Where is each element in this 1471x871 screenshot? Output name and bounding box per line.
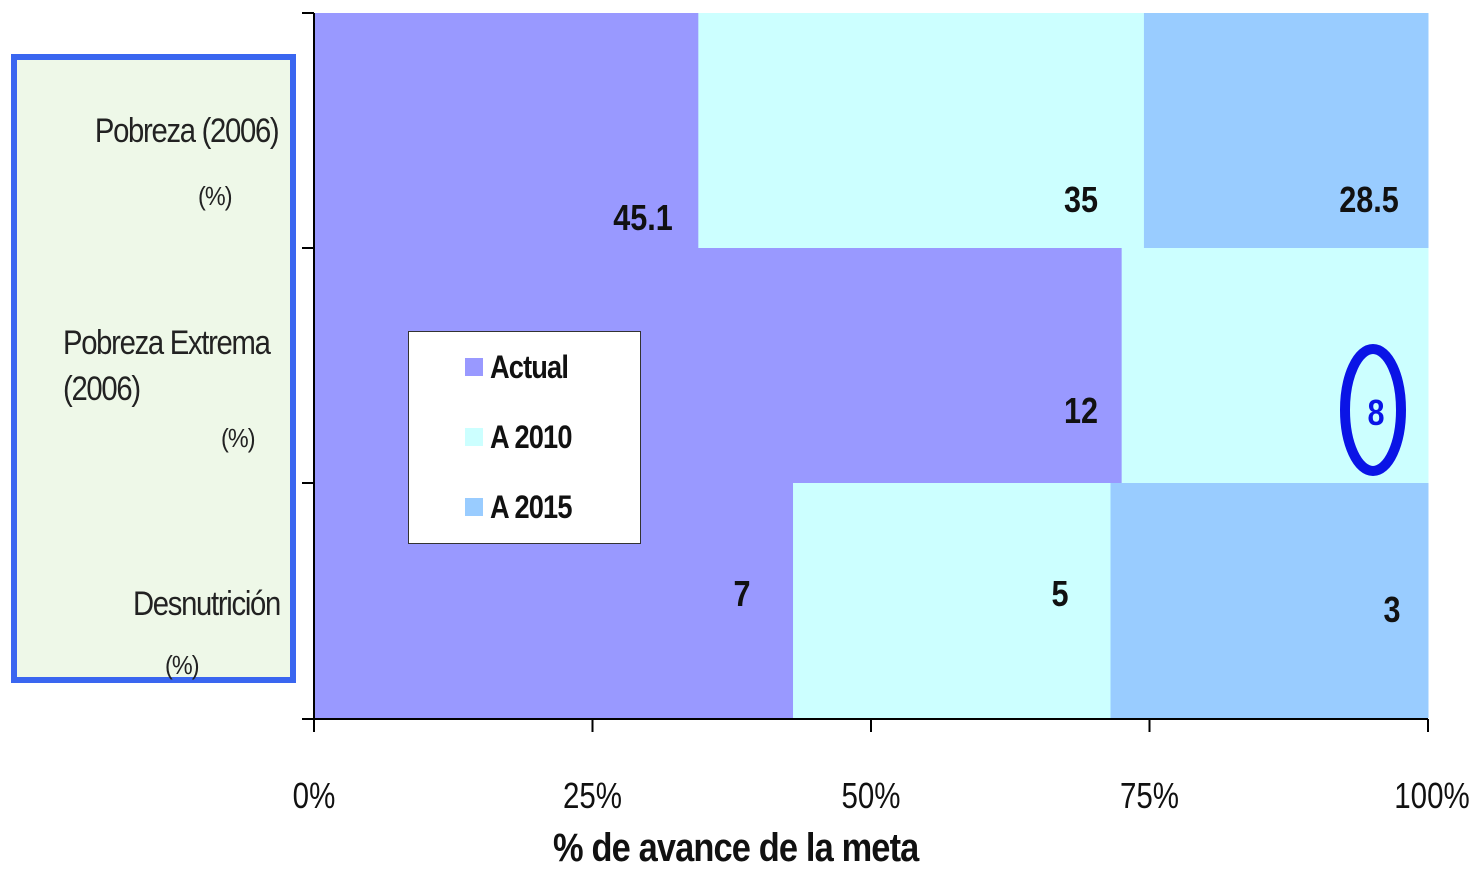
x-tick-label-0: 0% bbox=[293, 775, 336, 815]
legend-label-actual: Actual bbox=[490, 348, 569, 385]
data-label-actual-cat0: 45.1 bbox=[613, 199, 673, 239]
data-label-actual-cat2: 7 bbox=[733, 575, 750, 615]
x-tick-label-2: 50% bbox=[841, 775, 900, 815]
category-unit-desnutricion: (%) bbox=[165, 650, 200, 680]
data-label-a2015-cat2: 3 bbox=[1383, 591, 1400, 631]
legend-item-a2010: A 2010 bbox=[465, 417, 586, 457]
legend: Actual A 2010 A 2015 bbox=[408, 331, 641, 544]
legend-label-a2015: A 2015 bbox=[490, 488, 572, 525]
bar-a2015-cat0 bbox=[1143, 13, 1429, 248]
category-label-panel bbox=[11, 54, 296, 683]
highlight-ellipse bbox=[1340, 344, 1406, 476]
bar-actual-cat0 bbox=[314, 13, 699, 248]
bar-a2015-cat2 bbox=[1110, 483, 1429, 718]
x-tick-label-4: 100% bbox=[1394, 775, 1469, 815]
legend-item-a2015: A 2015 bbox=[465, 487, 586, 527]
category-unit-pobreza-extrema: (%) bbox=[221, 423, 256, 453]
data-label-a2015-cat0: 28.5 bbox=[1339, 181, 1399, 221]
data-label-a2010-cat0: 35 bbox=[1064, 181, 1098, 221]
bar-a2010-cat2 bbox=[793, 483, 1112, 718]
data-label-a2010-cat2: 5 bbox=[1051, 575, 1068, 615]
legend-swatch-a2010 bbox=[465, 428, 483, 446]
bar-a2010-cat1 bbox=[1121, 248, 1429, 483]
category-label-pobreza: Pobreza (2006) bbox=[94, 112, 279, 150]
data-label-actual-cat1: 12 bbox=[1064, 392, 1098, 432]
x-tick-label-1: 25% bbox=[563, 775, 622, 815]
data-label-a2010-cat1: 8 bbox=[1367, 394, 1384, 434]
legend-item-actual: Actual bbox=[465, 347, 582, 387]
x-axis-title: % de avance de la meta bbox=[553, 826, 919, 870]
legend-swatch-a2015 bbox=[465, 498, 483, 516]
legend-label-a2010: A 2010 bbox=[490, 418, 572, 455]
category-unit-pobreza: (%) bbox=[198, 181, 233, 211]
category-label-desnutricion: Desnutrición bbox=[132, 585, 281, 623]
x-tick-label-3: 75% bbox=[1120, 775, 1179, 815]
legend-swatch-actual bbox=[465, 358, 483, 376]
category-label-pobreza-extrema: Pobreza Extrema (2006) bbox=[63, 324, 271, 408]
bar-a2010-cat0 bbox=[698, 13, 1145, 248]
